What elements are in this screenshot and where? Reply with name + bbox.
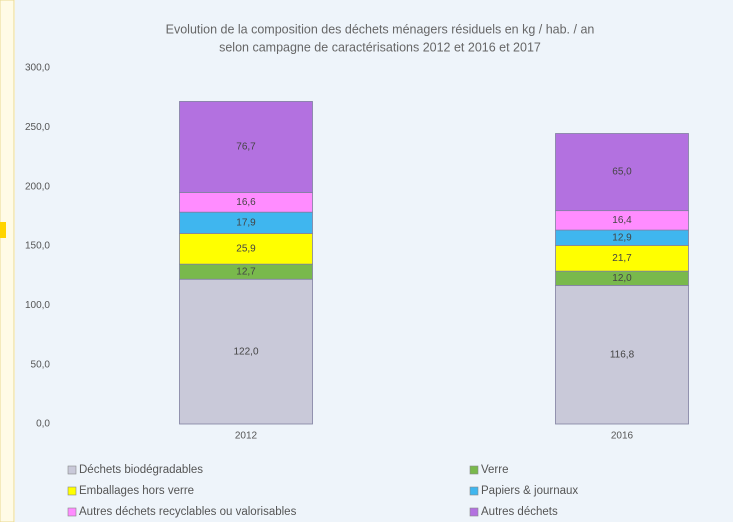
data-label: 16,4 [612, 215, 632, 226]
x-tick-label: 2012 [235, 431, 258, 442]
y-tick-label: 200,0 [25, 181, 50, 192]
side-marker [0, 222, 6, 238]
data-label: 122,0 [233, 346, 258, 357]
legend-label: Emballages hors verre [79, 485, 194, 497]
y-tick-label: 100,0 [25, 300, 50, 311]
chart-title: selon campagne de caractérisations 2012 … [219, 40, 541, 54]
legend-swatch [469, 486, 479, 496]
y-tick-label: 250,0 [25, 122, 50, 133]
data-label: 76,7 [236, 142, 256, 153]
bar-segment [179, 278, 313, 425]
bar-segment [555, 245, 689, 272]
bar-segment [179, 101, 313, 193]
y-tick-label: 0,0 [36, 419, 50, 430]
legend-swatch [67, 486, 77, 496]
bar-segment [179, 233, 313, 265]
data-label: 21,7 [612, 253, 632, 264]
data-label: 116,8 [610, 349, 635, 360]
legend-swatch [67, 465, 77, 475]
legend-swatch [469, 465, 479, 475]
data-label: 12,7 [236, 266, 256, 277]
data-label: 65,0 [612, 167, 632, 178]
y-tick-label: 150,0 [25, 241, 50, 252]
legend-label: Verre [481, 464, 509, 476]
legend-label: Papiers & journaux [481, 485, 578, 497]
data-label: 12,0 [612, 273, 632, 284]
y-tick-label: 50,0 [31, 359, 51, 370]
side-strip [0, 0, 15, 522]
x-tick-label: 2016 [611, 431, 634, 442]
legend-label: Autres déchets [481, 506, 558, 518]
data-label: 12,9 [612, 232, 632, 243]
legend-swatch [469, 507, 479, 517]
data-label: 25,9 [236, 243, 256, 254]
bar-segment [555, 284, 689, 425]
chart-title: Evolution de la composition des déchets … [166, 22, 595, 36]
bar-segment [555, 133, 689, 212]
data-label: 17,9 [236, 217, 256, 228]
legend-label: Déchets biodégradables [79, 464, 203, 476]
legend-swatch [67, 507, 77, 517]
y-tick-label: 300,0 [25, 63, 50, 74]
legend-label: Autres déchets recyclables ou valorisabl… [79, 506, 297, 518]
data-label: 16,6 [236, 197, 256, 208]
